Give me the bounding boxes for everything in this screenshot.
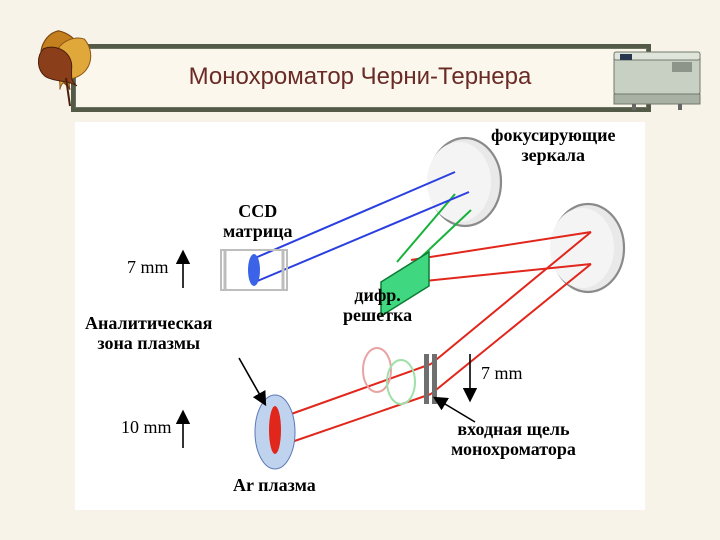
slide: Монохроматор Черни-Тернера xyxy=(0,0,720,540)
label-entrance-slit: входная щель монохроматора xyxy=(451,420,576,460)
label-ar-plasma: Ar плазма xyxy=(233,476,316,496)
label-7mm-right: 7 mm xyxy=(481,364,523,384)
label-analytical-zone: Аналитическая зона плазмы xyxy=(85,314,212,354)
label-ccd: CCD матрица xyxy=(223,202,293,242)
beam-red xyxy=(280,232,591,446)
page-title: Монохроматор Черни-Тернера xyxy=(75,48,645,106)
label-focusing-mirrors: фокусирующие зеркала xyxy=(491,126,615,166)
ccd-detector xyxy=(221,250,287,290)
label-grating: дифр. решетка xyxy=(343,286,412,326)
label-10mm: 10 mm xyxy=(121,418,172,438)
instrument-icon xyxy=(610,40,705,112)
entrance-slit xyxy=(424,354,437,404)
plasma-torch xyxy=(255,395,295,469)
flame-rings xyxy=(363,348,415,404)
label-7mm-left: 7 mm xyxy=(127,258,169,278)
diagram-stage: фокусирующие зеркала CCD матрица 7 mm Ан… xyxy=(75,122,645,510)
mirror-2 xyxy=(550,204,624,292)
